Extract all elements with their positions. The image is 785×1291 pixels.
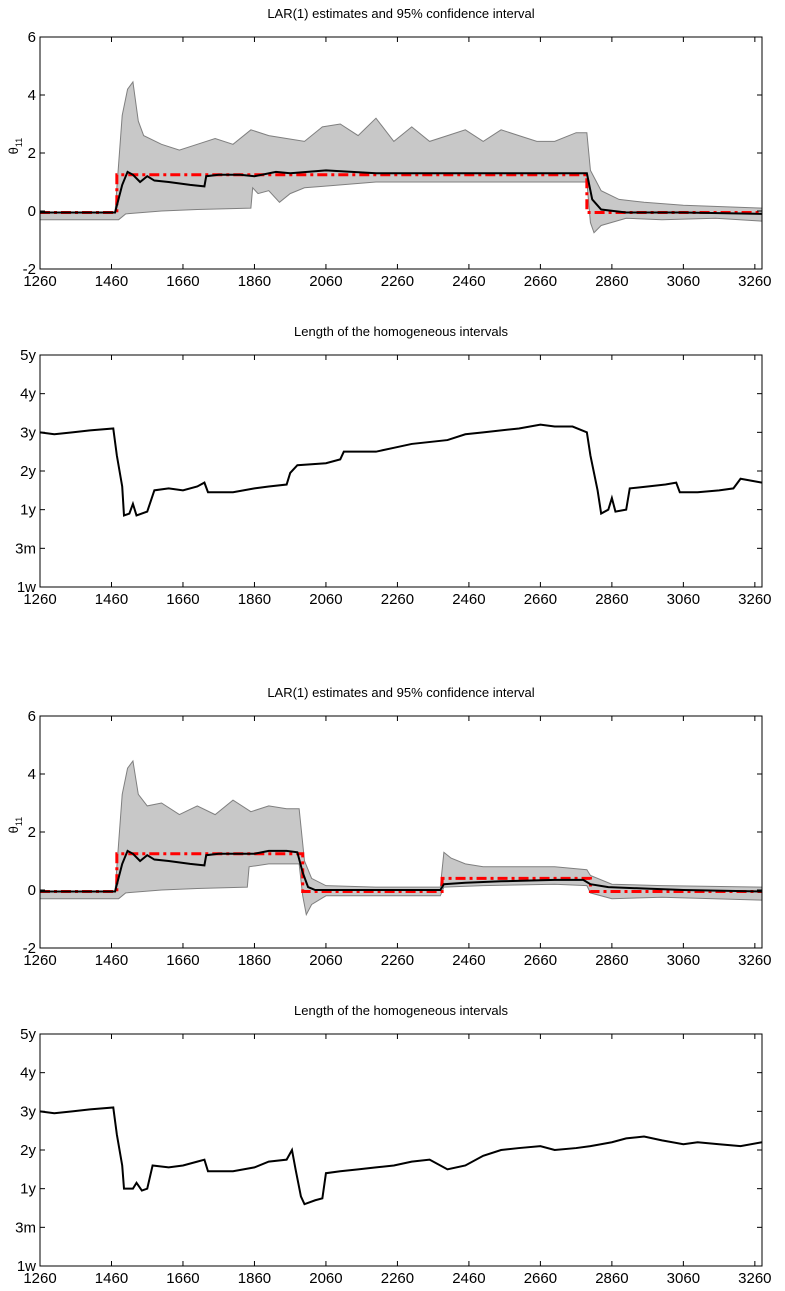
y-tick-label: 0 [28,882,36,899]
estimate-line [40,169,762,215]
confidence-lower [40,181,762,234]
x-tick-label: 3260 [738,273,771,290]
x-tick-label: 2660 [524,273,557,290]
x-tick-label: 3060 [667,952,700,969]
y-tick-label: 1w [17,579,36,596]
x-tick-label: 2860 [595,1270,628,1287]
x-tick-label: 1260 [23,591,56,608]
plot-area [40,1106,762,1206]
y-tick-label: 3m [15,540,36,557]
estimate-line [40,849,762,893]
x-tick-label: 3260 [738,952,771,969]
plot-area [40,759,762,917]
chart-title: LAR(1) estimates and 95% confidence inte… [267,6,534,21]
chart-title: Length of the homogeneous intervals [294,324,508,339]
chart-panel-1: 1260 1460 1660 1860 2060 2260 2460 2660 2860 3060… [6,6,772,290]
x-tick-label: 3060 [667,273,700,290]
y-tick-label: 1y [20,502,36,519]
y-tick-label: 3y [20,424,36,441]
x-tick-label: 2860 [595,591,628,608]
y-tick-label: 5y [20,1026,36,1043]
x-tick-label: 2660 [524,952,557,969]
interval-length-line [40,423,762,517]
y-tick-label: 5y [20,347,36,364]
x-tick-label: 1460 [95,952,128,969]
y-tick-label: 3m [15,1219,36,1236]
axes-frame [39,1033,763,1267]
x-tick-label: 2260 [381,952,414,969]
confidence-band [40,760,762,915]
x-tick-label: 1660 [166,952,199,969]
x-tick-label: 1860 [238,952,271,969]
y-tick-label: 4y [20,386,36,403]
confidence-band [40,81,762,233]
confidence-upper [40,80,762,213]
x-tick-label: 1460 [95,1270,128,1287]
y-tick-label: 4 [28,766,36,783]
y-axis-label: θ11 [6,817,24,834]
x-tick-label: 3260 [738,591,771,608]
x-tick-label: 1860 [238,591,271,608]
x-tick-label: 2060 [309,273,342,290]
x-tick-label: 2460 [452,591,485,608]
y-tick-label: 1w [17,1258,36,1275]
x-tick-label: 2660 [524,1270,557,1287]
y-tick-label: 3y [20,1103,36,1120]
x-tick-label: 2860 [595,273,628,290]
x-tick-label: 1260 [23,1270,56,1287]
x-tick-label: 1660 [166,591,199,608]
x-tick-label: 1260 [23,273,56,290]
x-tick-label: 2660 [524,591,557,608]
x-tick-label: 2860 [595,952,628,969]
y-tick-label: 4y [20,1065,36,1082]
x-tick-label: 1660 [166,273,199,290]
y-tick-label: 2 [28,145,36,162]
x-tick-label: 1860 [238,273,271,290]
x-tick-label: 1460 [95,273,128,290]
confidence-lower [40,863,762,917]
y-tick-label: 2y [20,1142,36,1159]
x-tick-label: 1660 [166,1270,199,1287]
axes-frame [39,354,763,588]
x-tick-label: 2460 [452,952,485,969]
x-tick-label: 2260 [381,591,414,608]
chart-title: LAR(1) estimates and 95% confidence inte… [267,685,534,700]
chart-panel-2: 1260 1460 1660 1860 2060 2260 2460 2660 2860 3060… [15,324,771,608]
y-tick-label: 2y [20,463,36,480]
x-tick-label: 2460 [452,273,485,290]
x-tick-label: 3060 [667,591,700,608]
plot-area [40,80,762,234]
y-tick-label: -2 [23,261,36,278]
y-tick-label: 6 [28,708,36,725]
x-tick-label: 2060 [309,952,342,969]
x-tick-label: 2260 [381,1270,414,1287]
chart-panel-4: 1260 1460 1660 1860 2060 2260 2460 2660 2860 3060… [15,1003,771,1287]
chart-title: Length of the homogeneous intervals [294,1003,508,1018]
y-tick-label: 4 [28,87,36,104]
interval-length-line [40,1106,762,1206]
x-tick-label: 2260 [381,273,414,290]
x-tick-label: 2060 [309,591,342,608]
x-tick-label: 1460 [95,591,128,608]
y-tick-label: 6 [28,29,36,46]
x-tick-label: 2460 [452,1270,485,1287]
y-tick-label: -2 [23,940,36,957]
y-tick-label: 0 [28,203,36,220]
y-tick-label: 2 [28,824,36,841]
x-tick-label: 3060 [667,1270,700,1287]
chart-panel-3: 1260 1460 1660 1860 2060 2260 2460 2660 2860 3060… [6,685,772,969]
confidence-upper [40,759,762,892]
y-axis-label: θ11 [6,138,24,155]
x-tick-label: 3260 [738,1270,771,1287]
y-tick-label: 1y [20,1181,36,1198]
plot-area [40,423,762,517]
x-tick-label: 2060 [309,1270,342,1287]
x-tick-label: 1860 [238,1270,271,1287]
x-tick-label: 1260 [23,952,56,969]
